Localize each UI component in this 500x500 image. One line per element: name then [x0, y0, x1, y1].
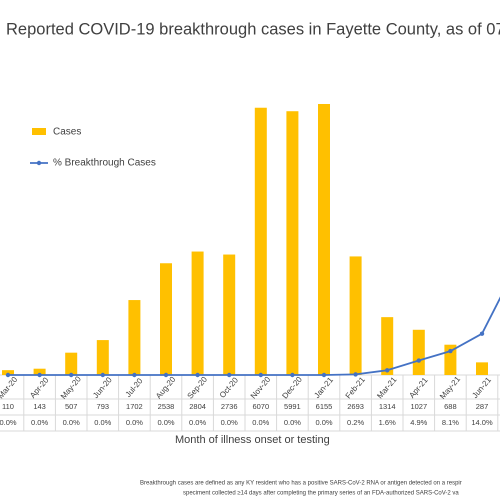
table-cell: 2736 — [221, 402, 238, 411]
table-cell: 1314 — [379, 402, 396, 411]
line-marker — [448, 348, 453, 354]
x-tick-label: Apr-20 — [28, 375, 51, 400]
line-marker — [5, 372, 11, 378]
line-marker — [290, 372, 295, 378]
table-cell: 0.0% — [252, 418, 269, 427]
bar — [254, 107, 267, 376]
bar — [349, 256, 362, 375]
bar — [318, 103, 330, 375]
line-marker — [258, 372, 263, 378]
bar — [96, 340, 109, 375]
legend-label: Cases — [53, 127, 81, 138]
table-cell: 4.9% — [410, 418, 427, 427]
bar — [412, 329, 425, 375]
table-cell: 0.0% — [284, 418, 301, 427]
x-tick-label: Nov-20 — [249, 375, 273, 401]
bar — [2, 370, 14, 375]
line-marker — [416, 358, 421, 363]
x-tick-label: Apr-21 — [407, 375, 430, 400]
table-cell: 287 — [476, 402, 489, 411]
line-marker — [132, 372, 137, 378]
table-cell: 0.0% — [63, 418, 80, 427]
x-tick-label: May-21 — [438, 374, 462, 401]
table-cell: 1027 — [410, 402, 427, 411]
footnote: Breakthrough cases are defined as any KY… — [140, 481, 462, 487]
table-cell: 0.0% — [221, 418, 238, 427]
chart-title: Reported COVID-19 breakthrough cases in … — [6, 20, 500, 38]
table-cell: 2804 — [189, 402, 206, 411]
line-marker — [37, 372, 42, 378]
legend-swatch — [36, 160, 42, 166]
table-cell: 2693 — [347, 402, 364, 411]
x-tick-label: May-20 — [59, 374, 83, 401]
bar — [223, 254, 236, 375]
x-tick-label: Sep-20 — [186, 375, 210, 401]
table-cell: 0.2% — [347, 418, 364, 427]
table-cell: 14.0% — [471, 418, 493, 427]
x-axis-title: Month of illness onset or testing — [175, 434, 330, 446]
line-marker — [353, 372, 358, 377]
footnote: speciment collected ≥14 days after compl… — [183, 491, 459, 497]
bar — [286, 111, 299, 375]
line-marker — [69, 372, 74, 378]
line-marker — [100, 372, 106, 378]
table-cell: 1.6% — [379, 418, 396, 427]
bar — [65, 352, 78, 375]
bar — [476, 362, 488, 375]
line-marker — [385, 368, 390, 373]
line-marker — [163, 372, 169, 378]
line-marker — [479, 331, 485, 336]
x-tick-label: Dec-20 — [280, 375, 304, 401]
bar — [33, 368, 46, 375]
x-tick-label: Oct-20 — [218, 375, 241, 400]
table-cell: 0.0% — [0, 418, 17, 427]
bar — [191, 251, 204, 375]
legend-label: % Breakthrough Cases — [53, 158, 156, 169]
x-tick-label: Aug-20 — [154, 375, 178, 401]
bar — [160, 263, 172, 375]
table-cell: 507 — [65, 402, 78, 411]
table-cell: 1702 — [126, 402, 143, 411]
table-cell: 6070 — [252, 402, 269, 411]
bar — [128, 300, 141, 375]
table-cell: 688 — [444, 402, 457, 411]
bar — [381, 317, 394, 375]
table-cell: 6155 — [316, 402, 333, 411]
x-tick-label: Mar-21 — [375, 375, 399, 401]
table-cell: 793 — [97, 402, 110, 411]
x-tick-label: Mar-20 — [0, 375, 20, 401]
table-cell: 5991 — [284, 402, 301, 411]
table-cell: 0.0% — [94, 418, 111, 427]
table-cell: 2538 — [158, 402, 175, 411]
table-cell: 0.0% — [189, 418, 206, 427]
x-tick-label: Jul-20 — [124, 376, 145, 399]
x-tick-label: Feb-21 — [344, 375, 368, 401]
table-cell: 8.1% — [442, 418, 459, 427]
table-cell: 110 — [2, 402, 14, 411]
table-cell: 0.0% — [157, 418, 174, 427]
x-tick-label: Jun-21 — [470, 375, 493, 400]
line-marker — [195, 372, 200, 378]
line — [8, 296, 500, 376]
table-cell: 0.0% — [126, 418, 143, 427]
legend-swatch — [32, 128, 46, 135]
line-marker — [227, 372, 232, 378]
table-cell: 0.0% — [315, 418, 332, 427]
x-tick-label: Jan-21 — [312, 375, 335, 400]
line-marker — [321, 372, 327, 378]
table-cell: 143 — [33, 402, 46, 411]
x-tick-label: Jun-20 — [91, 375, 114, 400]
table-cell: 0.0% — [31, 418, 48, 427]
